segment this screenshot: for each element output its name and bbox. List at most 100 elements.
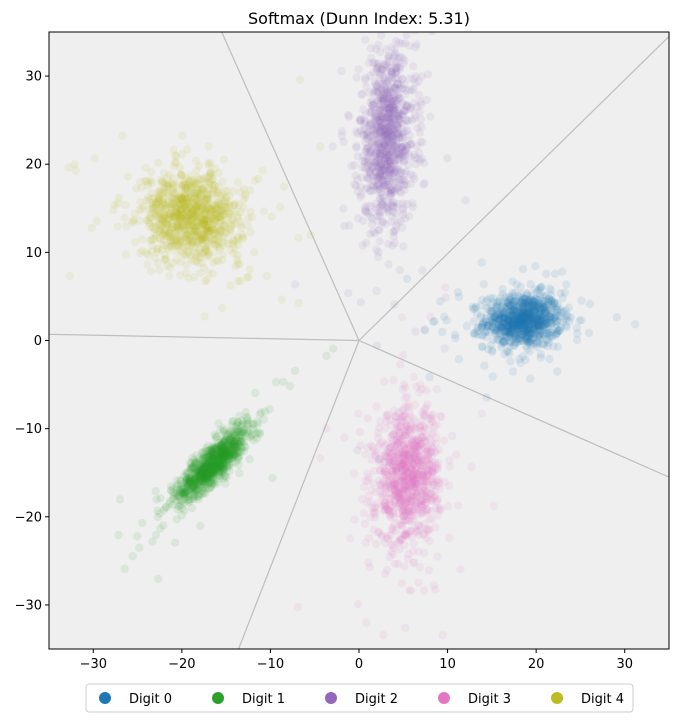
data-point [502,329,511,339]
data-point [528,314,538,323]
data-point [523,309,532,318]
data-point [362,618,371,627]
data-point [521,355,530,365]
data-point [480,328,490,337]
data-point [429,317,438,326]
data-point [527,305,537,315]
data-point [380,441,390,451]
data-point [503,323,512,333]
data-point [508,320,517,329]
data-point [496,332,505,341]
data-point [470,304,479,313]
legend-marker-digit-0 [99,692,111,704]
data-point [205,462,215,471]
data-point [399,351,408,360]
data-point [558,267,567,276]
data-point [501,314,511,324]
data-point [488,323,497,332]
data-point [515,303,525,313]
data-point [536,321,546,330]
data-point [176,258,185,267]
data-point [525,326,535,335]
data-point [426,312,435,321]
data-point [500,349,509,359]
data-point [516,316,526,325]
data-point [524,322,534,332]
data-point [182,477,192,486]
data-point [497,339,507,349]
data-point [513,322,522,331]
data-point [154,227,163,236]
data-point [529,316,538,326]
data-point [513,326,522,335]
data-point [443,502,453,511]
data-point [527,300,536,309]
data-point [498,290,507,299]
data-point [432,477,441,486]
data-point [526,328,536,338]
data-point [543,336,552,345]
data-point [523,317,532,326]
data-point [541,308,550,318]
data-point [540,301,550,310]
data-point [488,319,498,328]
data-point [522,325,531,335]
data-point [490,328,499,337]
y-tick-label: 20 [25,158,42,173]
data-point [114,193,124,203]
data-point [522,296,531,305]
data-point [391,142,401,151]
data-point [544,294,554,303]
data-point [516,293,525,303]
x-tick-label: 10 [439,657,456,672]
data-point [505,321,514,331]
data-point [527,330,536,339]
data-point [204,142,213,151]
data-point [490,313,499,323]
data-point [387,456,397,465]
data-point [226,445,235,454]
data-point [534,320,544,330]
data-point [226,281,235,290]
data-point [485,327,494,337]
data-point [528,301,537,310]
data-point [522,336,531,345]
data-point [201,244,210,254]
data-point [520,336,530,345]
data-point [552,328,561,337]
data-point [233,439,242,448]
data-point [539,331,549,340]
data-point [510,318,519,327]
data-point [509,341,518,350]
data-point [505,325,514,334]
data-point [214,441,223,450]
data-point [527,308,536,318]
data-point [489,501,499,511]
data-point [144,178,153,187]
data-point [530,284,539,294]
data-point [469,304,478,314]
data-point [527,335,536,344]
data-point [377,102,386,111]
data-point [518,329,527,338]
data-point [209,210,218,220]
data-point [522,320,531,329]
data-point [535,330,544,339]
data-point [235,259,244,269]
data-point [351,171,360,180]
data-point [498,324,508,333]
data-point [524,296,534,306]
data-point [401,167,410,176]
data-point [500,338,509,347]
data-point [538,299,547,308]
data-point [508,305,517,314]
data-point [478,331,487,340]
data-point [524,304,534,313]
data-point [477,258,486,267]
data-point [371,135,380,144]
data-point [518,320,527,330]
data-point [517,320,526,329]
data-point [402,498,411,508]
data-point [549,342,558,351]
data-point [405,85,415,95]
